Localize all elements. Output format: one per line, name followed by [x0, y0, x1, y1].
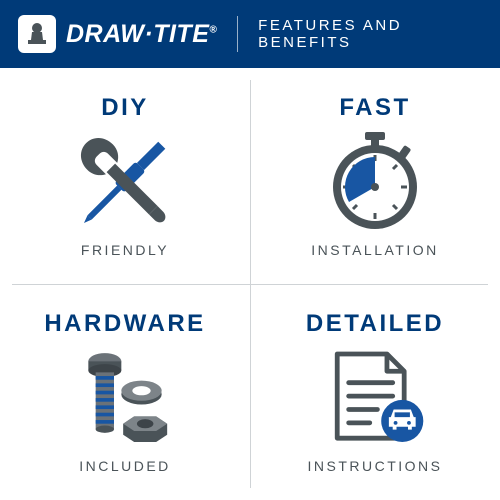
feature-title: HARDWARE: [44, 310, 205, 338]
feature-title: DETAILED: [306, 310, 444, 338]
feature-sub: INCLUDED: [79, 458, 171, 474]
feature-cell-diy: DIY FRIENDLY: [0, 68, 250, 284]
header-bar: DRAW·TITE® FEATURES AND BENEFITS: [0, 0, 500, 68]
header-divider: [237, 16, 238, 52]
feature-title: DIY: [101, 94, 149, 122]
feature-sub: FRIENDLY: [81, 242, 169, 258]
header-subtitle: FEATURES AND BENEFITS: [258, 17, 482, 51]
feature-cell-detailed: DETAILED: [250, 284, 500, 500]
feature-cell-fast: FAST: [250, 68, 500, 284]
hitch-ball-icon: [18, 15, 56, 53]
features-grid: DIY FRIENDLY FAST: [0, 68, 500, 500]
brand-logo: DRAW·TITE®: [18, 15, 217, 53]
feature-title: FAST: [339, 94, 410, 122]
document-icon: [320, 348, 430, 448]
feature-cell-hardware: HARDWARE: [0, 284, 250, 500]
tools-icon: [70, 132, 180, 232]
bolt-icon: [70, 348, 180, 448]
feature-sub: INSTRUCTIONS: [308, 458, 443, 474]
brand-text: DRAW·TITE®: [66, 20, 217, 49]
feature-sub: INSTALLATION: [311, 242, 439, 258]
stopwatch-icon: [320, 132, 430, 232]
